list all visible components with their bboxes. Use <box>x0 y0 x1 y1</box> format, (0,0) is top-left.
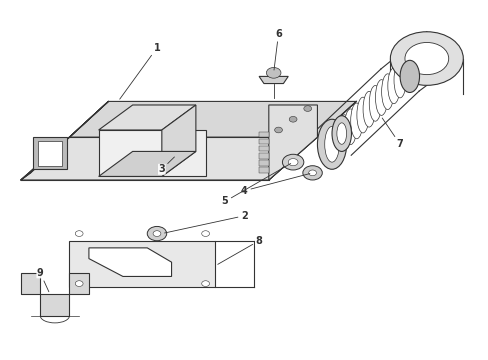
Polygon shape <box>99 152 196 176</box>
Polygon shape <box>38 141 62 166</box>
Circle shape <box>75 281 83 287</box>
Text: 1: 1 <box>120 43 160 99</box>
Ellipse shape <box>381 74 393 109</box>
Text: 9: 9 <box>37 268 49 292</box>
Circle shape <box>201 281 209 287</box>
Circle shape <box>404 42 448 75</box>
Polygon shape <box>89 248 171 276</box>
Ellipse shape <box>331 116 351 152</box>
Circle shape <box>75 231 83 237</box>
Circle shape <box>266 67 281 78</box>
Ellipse shape <box>325 126 337 162</box>
Ellipse shape <box>399 60 419 93</box>
Circle shape <box>303 106 311 111</box>
Text: 7: 7 <box>382 118 403 149</box>
Text: 8: 8 <box>217 236 262 264</box>
Text: 3: 3 <box>158 157 174 174</box>
Ellipse shape <box>362 91 374 127</box>
Circle shape <box>308 170 316 176</box>
Ellipse shape <box>375 80 387 115</box>
Ellipse shape <box>393 62 406 98</box>
Ellipse shape <box>350 103 362 139</box>
Ellipse shape <box>324 126 339 162</box>
Ellipse shape <box>344 109 356 145</box>
Polygon shape <box>162 105 196 176</box>
Polygon shape <box>33 137 67 169</box>
Polygon shape <box>69 102 356 137</box>
Circle shape <box>288 116 296 122</box>
Polygon shape <box>21 137 317 180</box>
Polygon shape <box>259 167 268 173</box>
Polygon shape <box>99 105 196 130</box>
Polygon shape <box>259 132 268 137</box>
Text: 5: 5 <box>221 163 290 206</box>
Circle shape <box>302 166 322 180</box>
Circle shape <box>287 158 297 166</box>
Text: 4: 4 <box>241 174 309 196</box>
Polygon shape <box>268 105 317 180</box>
Ellipse shape <box>356 97 368 133</box>
Polygon shape <box>259 146 268 152</box>
Polygon shape <box>69 241 215 287</box>
Polygon shape <box>259 160 268 166</box>
Polygon shape <box>21 273 89 316</box>
Ellipse shape <box>331 121 344 156</box>
Polygon shape <box>259 139 268 144</box>
Circle shape <box>389 32 462 85</box>
Circle shape <box>153 231 161 237</box>
Text: 6: 6 <box>273 28 282 70</box>
Ellipse shape <box>338 115 350 150</box>
Ellipse shape <box>317 119 346 169</box>
Polygon shape <box>99 130 162 176</box>
Ellipse shape <box>336 123 346 144</box>
Ellipse shape <box>387 68 399 104</box>
Circle shape <box>201 231 209 237</box>
Polygon shape <box>21 102 108 180</box>
Text: 2: 2 <box>164 211 247 233</box>
Polygon shape <box>162 130 205 176</box>
Ellipse shape <box>368 85 381 121</box>
Circle shape <box>282 154 303 170</box>
Polygon shape <box>259 153 268 158</box>
Circle shape <box>274 127 282 133</box>
Polygon shape <box>259 76 287 84</box>
Circle shape <box>147 226 166 241</box>
